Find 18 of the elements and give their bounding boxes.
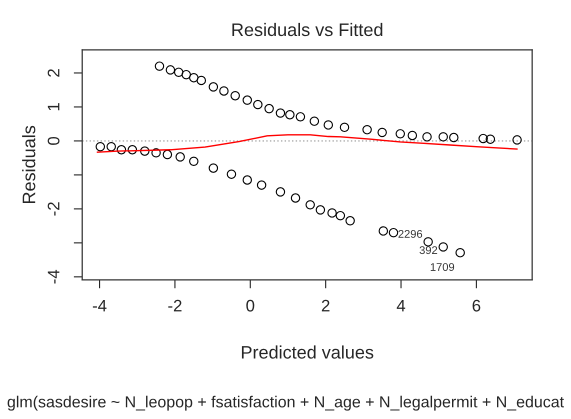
y-axis-title: Residuals bbox=[22, 126, 36, 204]
y-tick-label: 0 bbox=[48, 136, 60, 145]
y-tick-label: 1 bbox=[48, 103, 60, 110]
y-tick-label: 2 bbox=[48, 69, 60, 77]
annotation: 1709 bbox=[430, 263, 454, 271]
text: glm(sasdesire ~ N_leopop + fsatisfaction + N_age + N_legalpermit + N_educat bbox=[8, 396, 564, 411]
x-tick-label: -4 bbox=[92, 300, 106, 312]
x-tick-label: 0 bbox=[246, 300, 254, 312]
y-tick-label: -4 bbox=[48, 270, 60, 284]
x-tick-label: -2 bbox=[168, 300, 182, 312]
y-tick-label: -2 bbox=[48, 202, 60, 216]
x-tick-label: 6 bbox=[472, 300, 480, 312]
annotation: 2296 bbox=[398, 230, 422, 238]
annotation: 392 bbox=[420, 246, 438, 254]
chart-title: Residuals vs Fitted bbox=[232, 22, 382, 36]
x-axis-title: Predicted values bbox=[242, 345, 374, 359]
x-tick-label: 4 bbox=[396, 300, 406, 312]
x-tick-label: 2 bbox=[322, 300, 330, 312]
